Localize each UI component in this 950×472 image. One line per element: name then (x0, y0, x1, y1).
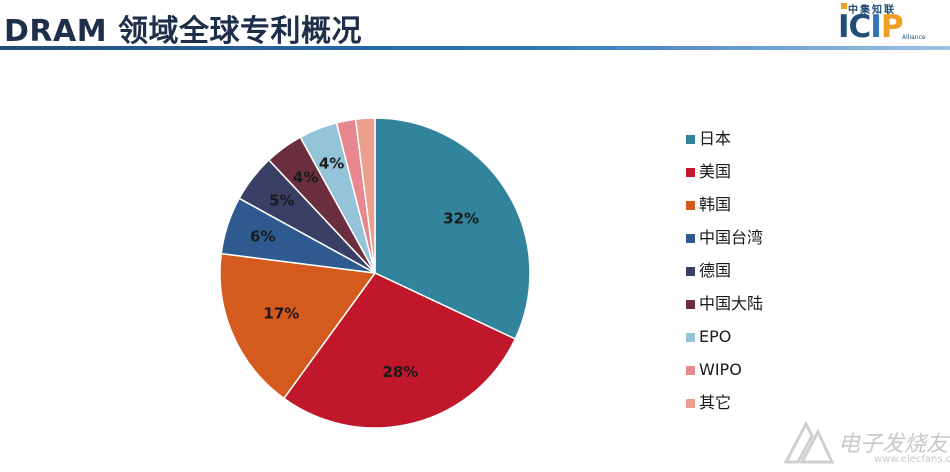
pie-labels: 32% 28% 17% 6% 5% 4%4% (250, 154, 479, 381)
legend-item-0: 日本 (686, 128, 836, 161)
logo-letters-ic: IC (838, 9, 871, 45)
watermark-url: www.elecfans.com (874, 454, 950, 465)
logo-letter-i: I (870, 9, 882, 45)
header-rule (0, 46, 950, 50)
legend-label: 中国大陆 (699, 294, 764, 313)
pie-slice-2 (219, 252, 377, 400)
pie-slice-0 (374, 117, 531, 340)
legend-item-4: 德国 (686, 260, 836, 293)
logo-dot-icon (841, 3, 847, 9)
pie-data-label-1: 28% (382, 363, 418, 381)
legend-swatch (686, 234, 695, 243)
watermark-logo-icon (783, 420, 835, 464)
legend-swatch (686, 300, 695, 309)
legend-label: WIPO (699, 360, 742, 379)
header: DRAM 领域全球专利概况 中集知联 ICIP Alliance (0, 0, 950, 50)
legend-label: 中国台湾 (699, 228, 764, 247)
logo-sub-text: Alliance (902, 34, 926, 41)
pie-data-label-6: 4% (319, 154, 344, 172)
pie-slice-8 (354, 117, 376, 274)
legend-swatch (686, 267, 695, 276)
legend-swatch (686, 333, 695, 342)
legend-item-1: 美国 (686, 161, 836, 194)
page-title: DRAM 领域全球专利概况 (4, 14, 363, 49)
logo-top-text: 中集知联 (848, 5, 896, 16)
legend-item-3: 中国台湾 (686, 227, 836, 260)
legend-item-8: 其它 (686, 392, 836, 425)
watermark-text: 电子发烧友 (838, 432, 949, 457)
watermark: 电子发烧友 www.elecfans.com (778, 416, 950, 472)
legend-label: EPO (699, 327, 732, 346)
legend-label: 韩国 (699, 195, 732, 214)
pie-slice-1 (282, 272, 517, 429)
legend-label: 日本 (699, 129, 732, 148)
legend-label: 美国 (699, 162, 732, 181)
legend-item-2: 韩国 (686, 194, 836, 227)
legend-swatch (686, 201, 695, 210)
pie-slices (219, 117, 531, 429)
pie-data-label-0: 32% (443, 209, 479, 227)
legend-label: 德国 (699, 261, 732, 280)
logo-letter-p: P (880, 9, 904, 45)
legend-item-6: EPO (686, 326, 836, 359)
pie-data-label-3: 6% (250, 228, 275, 246)
legend-swatch (686, 399, 695, 408)
logo-main-text: ICIP (838, 9, 904, 45)
legend-swatch (686, 168, 695, 177)
pie-data-label-5: 4% (293, 169, 318, 187)
pie-data-label-4: 5% (269, 192, 294, 210)
pie-data-label-2: 17% (263, 305, 299, 323)
legend-swatch (686, 135, 695, 144)
legend-item-7: WIPO (686, 359, 836, 392)
chart-legend: 日本美国韩国中国台湾德国中国大陆 EPO WIPO 其它 (686, 128, 836, 425)
icip-logo: 中集知联 ICIP Alliance (838, 0, 948, 46)
legend-label: 其它 (699, 393, 732, 412)
legend-item-5: 中国大陆 (686, 293, 836, 326)
legend-swatch (686, 366, 695, 375)
